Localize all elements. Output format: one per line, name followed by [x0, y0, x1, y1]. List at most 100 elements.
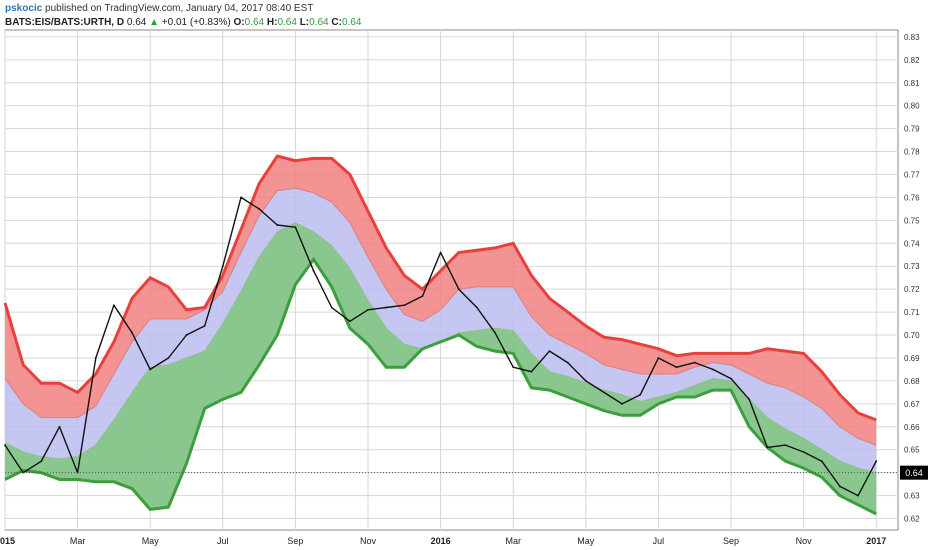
x-tick-label: Jul: [653, 536, 665, 546]
y-tick-label: 0.74: [904, 239, 920, 248]
x-tick-label: May: [142, 536, 160, 546]
x-tick-label: 2015: [0, 536, 15, 546]
x-tick-label: 2017: [866, 536, 886, 546]
upper-mid-line: [4, 187, 877, 446]
price-point: [58, 425, 61, 428]
y-tick-label: 0.81: [904, 79, 920, 88]
price-point: [185, 334, 188, 336]
x-tick-label: Mar: [505, 536, 521, 546]
y-tick-label: 0.79: [904, 125, 920, 134]
price-point: [839, 485, 841, 488]
price-point: [711, 368, 714, 371]
price-point: [276, 224, 279, 226]
price-point: [312, 269, 315, 272]
price-point: [566, 361, 569, 364]
high-value: 0.64: [277, 17, 297, 28]
price-point: [330, 306, 333, 309]
price-point: [439, 251, 442, 254]
price-point: [131, 331, 133, 334]
open-value: 0.64: [244, 17, 265, 28]
price-point: [4, 444, 6, 447]
symbol-label[interactable]: BATS:EIS/BATS:URTH, D: [5, 17, 125, 28]
price-point: [403, 304, 406, 307]
price-point: [820, 460, 823, 463]
y-tick-label: 0.70: [904, 331, 920, 340]
y-tick-label: 0.65: [904, 446, 920, 455]
price-point: [657, 357, 660, 359]
price-point: [730, 377, 732, 380]
price-point: [221, 265, 224, 268]
price-point: [548, 350, 551, 353]
y-tick-label: 0.75: [904, 216, 920, 225]
last-price-box: [900, 465, 928, 480]
y-tick-label: 0.80: [904, 102, 920, 111]
price-point: [258, 207, 261, 210]
upper-band-fill: [5, 156, 877, 446]
price-point: [457, 288, 460, 291]
price-point: [530, 370, 533, 373]
x-tick-label: Nov: [360, 536, 377, 546]
price-point: [639, 393, 642, 396]
price-point: [494, 331, 496, 334]
high-label: H:: [266, 17, 278, 28]
band-fills: [5, 156, 877, 514]
price-point: [203, 324, 206, 327]
lower-band-line: [4, 256, 877, 516]
last-price-marker: 0.64: [5, 465, 928, 480]
y-tick-label: 0.69: [904, 354, 920, 363]
x-tick-label: 2016: [431, 536, 451, 546]
y-tick-label: 0.72: [904, 285, 920, 294]
last-price-label: 0.64: [905, 468, 923, 478]
price-point: [476, 306, 478, 309]
x-tick-label: Sep: [287, 536, 303, 546]
upper-band-line: [3, 154, 877, 422]
price-point: [367, 308, 369, 311]
price-point: [240, 196, 242, 199]
close-label: C:: [331, 17, 342, 28]
price-point: [802, 451, 805, 453]
y-tick-label: 0.66: [904, 423, 920, 432]
lower-band-fill: [5, 222, 877, 514]
price-point: [385, 306, 388, 309]
y-tick-label: 0.71: [904, 308, 920, 317]
price-point: [512, 366, 515, 369]
symbol-legend: BATS:EIS/BATS:URTH, D 0.64 ▲ +0.01 (+0.8…: [5, 17, 361, 28]
y-tick-label: 0.76: [904, 193, 920, 202]
price-point: [113, 304, 115, 307]
published-text: published on TradingView.com, January 04…: [45, 3, 314, 14]
middle-band-fill: [5, 188, 877, 514]
price-point: [348, 320, 351, 323]
price-point: [675, 366, 678, 369]
author-name[interactable]: pskocic: [5, 3, 43, 14]
y-tick-label: 0.77: [904, 170, 920, 179]
y-tick-label: 0.63: [904, 492, 920, 501]
price-point: [784, 444, 787, 447]
x-axis: 2015 Mar May Jul Sep Nov 2016 Mar May Jul Sep Nov 20…: [0, 536, 886, 546]
open-label: O:: [233, 17, 245, 28]
x-tick-label: Nov: [796, 536, 813, 546]
price-point: [766, 446, 769, 449]
price-point: [167, 357, 170, 359]
price-point: [875, 460, 878, 463]
change-value: +0.01 (+0.83%): [161, 17, 231, 28]
price-point: [621, 402, 624, 405]
price-point: [149, 368, 152, 371]
y-tick-label: 0.83: [904, 33, 920, 42]
low-value: 0.64: [309, 17, 329, 28]
x-tick-label: May: [577, 536, 595, 546]
y-tick-label: 0.67: [904, 400, 920, 409]
price-point: [94, 357, 97, 359]
y-tick-label: 0.68: [904, 377, 920, 386]
publish-info: pskocic published on TradingView.com, Ja…: [5, 3, 313, 14]
x-tick-label: Mar: [70, 536, 86, 546]
price-point: [40, 460, 43, 463]
price-point: [421, 295, 424, 297]
up-arrow-icon: ▲: [149, 17, 160, 28]
series-lines: [3, 154, 878, 516]
low-label: L:: [299, 17, 310, 28]
price-point: [748, 398, 751, 401]
y-tick-label: 0.82: [904, 56, 920, 65]
price-point: [584, 380, 587, 382]
y-tick-label: 0.78: [904, 148, 920, 157]
